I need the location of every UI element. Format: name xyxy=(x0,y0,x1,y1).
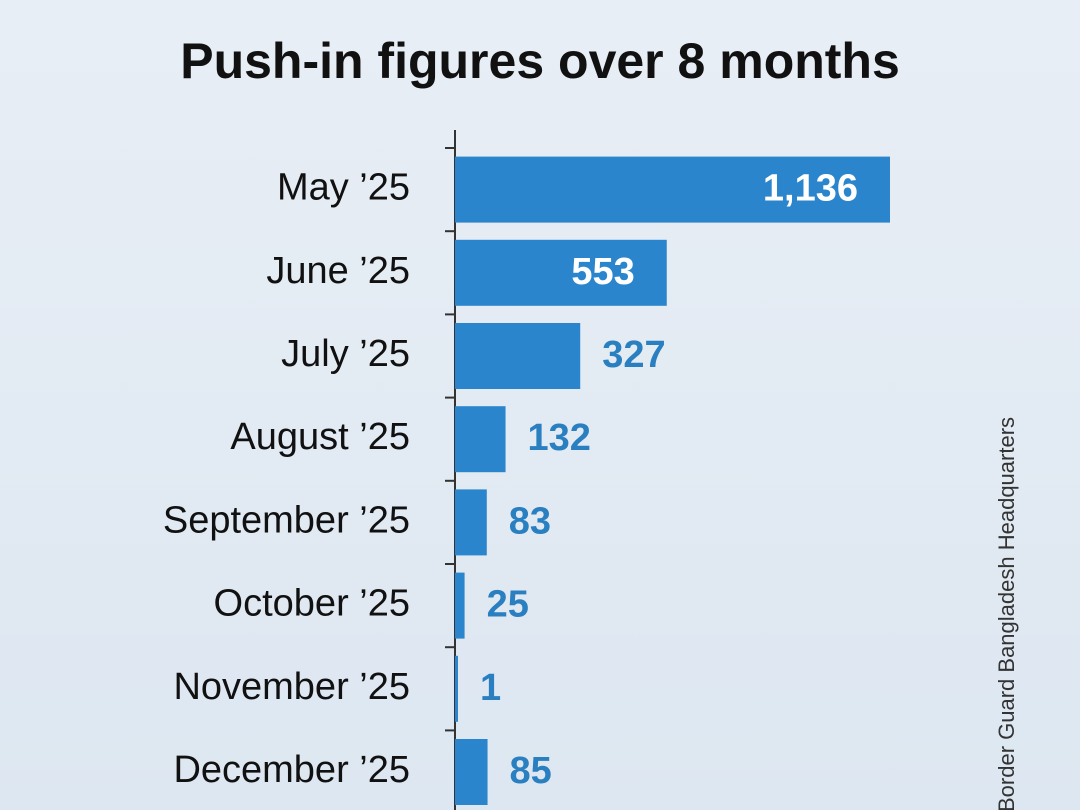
category-label: June ’25 xyxy=(266,250,410,292)
value-label: 1 xyxy=(480,667,501,709)
category-label: October ’25 xyxy=(214,583,410,625)
value-label: 553 xyxy=(571,251,634,293)
bar xyxy=(455,323,581,389)
bar xyxy=(455,655,458,722)
value-label: 85 xyxy=(510,750,552,792)
bar xyxy=(455,572,465,639)
bar xyxy=(455,239,667,306)
value-label: 83 xyxy=(509,500,551,542)
chart-title: Push-in figures over 8 months xyxy=(180,33,900,89)
category-label: September ’25 xyxy=(163,499,410,541)
category-label: November ’25 xyxy=(173,666,410,708)
value-label: 327 xyxy=(602,334,665,376)
category-label: August ’25 xyxy=(230,416,410,458)
category-label: July ’25 xyxy=(281,333,410,375)
source-note: Border Guard Bangladesh Headquarters xyxy=(994,417,1019,810)
bar xyxy=(455,739,488,805)
bar xyxy=(455,489,487,556)
bar xyxy=(455,406,506,473)
bar xyxy=(455,156,890,223)
category-label: May ’25 xyxy=(277,167,410,209)
value-label: 25 xyxy=(487,584,529,626)
value-label: 1,136 xyxy=(763,168,858,210)
value-label: 132 xyxy=(528,417,591,459)
category-label: December ’25 xyxy=(173,749,410,791)
